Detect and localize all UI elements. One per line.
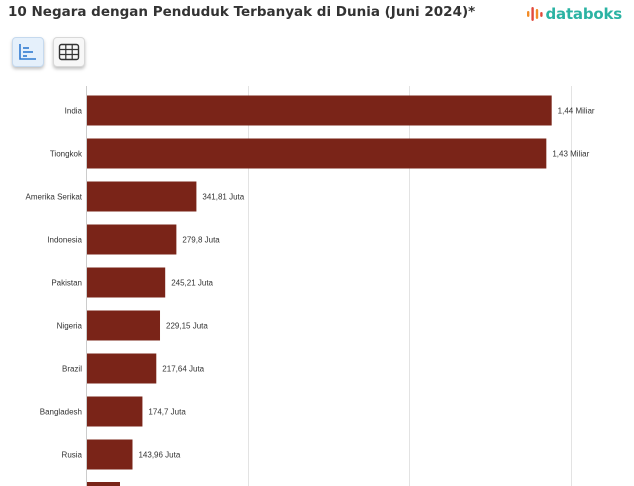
category-label: Brazil <box>62 365 82 374</box>
category-label: Nigeria <box>57 322 83 331</box>
data-label: 1,44 Miliar <box>558 107 595 116</box>
category-label: Rusia <box>62 451 83 460</box>
data-label: 1,43 Miliar <box>552 150 589 159</box>
brand-name: databoks <box>545 5 623 23</box>
bar <box>86 439 133 470</box>
bar-partial <box>86 482 120 486</box>
data-label: 229,15 Juta <box>166 322 208 331</box>
data-label: 143,96 Juta <box>138 451 180 460</box>
category-label: Tiongkok <box>50 150 83 159</box>
chart-title: 10 Negara dengan Penduduk Terbanyak di D… <box>8 4 476 20</box>
bar <box>86 396 143 427</box>
bar-chart-icon <box>19 44 36 60</box>
bar-chart-view-button[interactable] <box>12 37 44 67</box>
data-label: 174,7 Juta <box>148 408 186 417</box>
data-label: 245,21 Juta <box>171 279 213 288</box>
bar <box>86 138 547 169</box>
bar <box>86 224 177 255</box>
category-label: Indonesia <box>47 236 82 245</box>
data-label: 279,8 Juta <box>182 236 220 245</box>
bar <box>86 95 552 126</box>
category-label: India <box>65 107 83 116</box>
data-label: 217,64 Juta <box>162 365 204 374</box>
databoks-logo: databoks <box>526 5 623 23</box>
data-label: 341,81 Juta <box>202 193 244 202</box>
databoks-logo-icon <box>526 7 543 21</box>
category-label: Bangladesh <box>40 408 82 417</box>
bar <box>86 353 157 384</box>
table-view-button[interactable] <box>53 37 85 67</box>
category-label: Amerika Serikat <box>26 193 83 202</box>
table-grid-icon <box>58 43 80 61</box>
bar <box>86 181 197 212</box>
category-label: Pakistan <box>51 279 82 288</box>
bar <box>86 267 166 298</box>
bar <box>86 310 161 341</box>
